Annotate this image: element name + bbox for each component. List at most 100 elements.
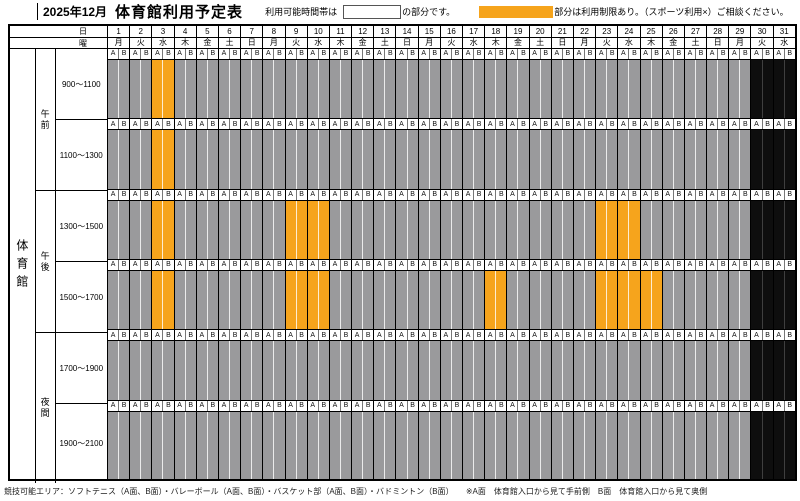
slot-cell-a bbox=[485, 200, 496, 259]
slot-cell-day2 bbox=[129, 130, 152, 189]
weekday-cell: 木 bbox=[639, 37, 662, 48]
facility-label-text: 体育館 bbox=[14, 239, 29, 293]
slot-cell-a bbox=[640, 200, 651, 259]
slot-cell-day15 bbox=[417, 200, 440, 259]
slot-cell-b bbox=[584, 341, 596, 400]
slot-cell-day31 bbox=[772, 341, 795, 400]
slot-cell-b bbox=[606, 411, 618, 479]
court-b-label: B bbox=[717, 400, 729, 411]
slot-cell-a bbox=[751, 59, 762, 119]
slot-cell-day5 bbox=[195, 411, 218, 479]
court-b-label: B bbox=[317, 400, 329, 411]
slot-cell-day16 bbox=[439, 270, 462, 330]
court-b-label: B bbox=[339, 48, 352, 59]
day-header-cell: 5 bbox=[195, 26, 218, 37]
court-b-label: B bbox=[206, 189, 218, 200]
court-a-label: A bbox=[551, 48, 562, 59]
slot-cell-a bbox=[241, 59, 252, 119]
slot-cell-b bbox=[517, 270, 529, 330]
slot-cell-b bbox=[495, 270, 507, 330]
court-b-label: B bbox=[162, 189, 174, 200]
court-a-label: A bbox=[640, 119, 651, 130]
slot-cell-day10 bbox=[306, 200, 329, 259]
slot-cell-day6 bbox=[217, 270, 241, 330]
slot-cell-b bbox=[606, 270, 618, 330]
slot-cell-b bbox=[162, 270, 174, 330]
slot-cell-day26 bbox=[661, 411, 684, 479]
weekday-cell: 火 bbox=[129, 37, 152, 48]
court-b-label: B bbox=[295, 400, 307, 411]
court-a-label: A bbox=[218, 330, 230, 341]
court-a-label: A bbox=[307, 259, 318, 270]
schedule-left-body: 体育館 午前 午後 夜間 900～1100 1100～1300 1300～1500 1500～… bbox=[10, 49, 107, 483]
slot-cell-a bbox=[108, 59, 119, 119]
slot-cell-day8 bbox=[262, 270, 285, 330]
slot-cell-a bbox=[285, 130, 296, 189]
court-b-label: B bbox=[561, 119, 573, 130]
slot-cell-day13 bbox=[373, 130, 396, 189]
slot-cell-b bbox=[362, 59, 374, 119]
slot-cell-b bbox=[473, 411, 485, 479]
slot-cell-day23 bbox=[595, 130, 618, 189]
court-b-label: B bbox=[184, 330, 196, 341]
court-a-label: A bbox=[618, 400, 629, 411]
court-a-label: A bbox=[551, 189, 562, 200]
court-b-label: B bbox=[362, 119, 374, 130]
slot-cell-day22 bbox=[572, 59, 596, 119]
court-b-label: B bbox=[628, 259, 640, 270]
slot-cell-b bbox=[229, 130, 241, 189]
slot-cell-day2 bbox=[129, 200, 152, 259]
court-a-label: A bbox=[618, 330, 629, 341]
court-b-label: B bbox=[495, 189, 507, 200]
page-title: 体育館利用予定表 bbox=[115, 4, 244, 21]
day-header-cell: 15 bbox=[417, 26, 440, 37]
court-b-label: B bbox=[229, 48, 241, 59]
slot-cell-day22 bbox=[572, 270, 596, 330]
slot-cell-day30 bbox=[750, 200, 773, 259]
court-b-label: B bbox=[539, 259, 551, 270]
court-a-label: A bbox=[529, 400, 540, 411]
day-header-cell: 19 bbox=[506, 26, 529, 37]
slot-cell-a bbox=[241, 341, 252, 400]
slot-cell-a bbox=[729, 341, 740, 400]
court-b-label: B bbox=[251, 330, 263, 341]
court-b-label: B bbox=[584, 330, 596, 341]
court-a-label: A bbox=[263, 48, 274, 59]
slot-cell-a bbox=[529, 130, 540, 189]
slot-cell-a bbox=[152, 200, 163, 259]
day-header-cell: 1 bbox=[108, 26, 130, 37]
slot-cell-b bbox=[428, 341, 440, 400]
court-a-label: A bbox=[640, 330, 651, 341]
court-a-label: A bbox=[507, 48, 518, 59]
court-a-label: A bbox=[418, 189, 429, 200]
court-a-label: A bbox=[485, 259, 496, 270]
court-b-label: B bbox=[584, 119, 596, 130]
court-a-label: A bbox=[773, 189, 784, 200]
court-a-label: A bbox=[507, 189, 518, 200]
court-a-label: A bbox=[729, 119, 740, 130]
slot-cell-a bbox=[729, 200, 740, 259]
slot-cell-day18 bbox=[484, 200, 507, 259]
slot-cell-a bbox=[307, 270, 318, 330]
weekday-cell: 火 bbox=[439, 37, 462, 48]
court-a-label: A bbox=[218, 189, 230, 200]
court-a-label: A bbox=[285, 48, 296, 59]
court-b-label: B bbox=[694, 189, 707, 200]
